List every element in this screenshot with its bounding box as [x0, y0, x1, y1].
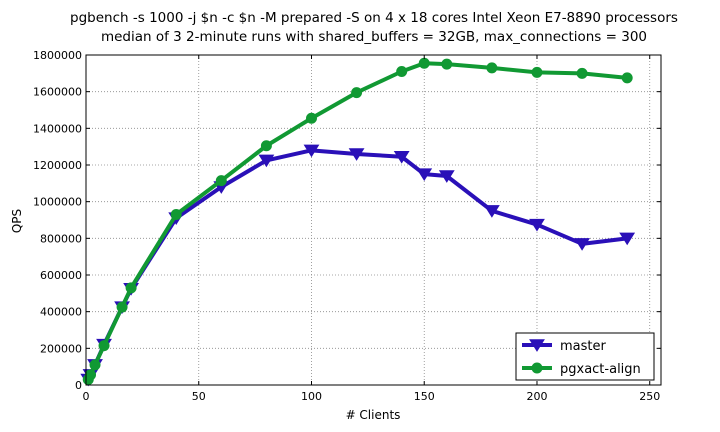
y-tick-label: 800000	[40, 232, 82, 245]
data-point	[416, 168, 433, 182]
x-tick-label: 0	[83, 390, 90, 403]
x-axis-label: # Clients	[346, 408, 401, 422]
data-point	[576, 67, 588, 79]
x-tick-label: 150	[414, 390, 435, 403]
data-point	[351, 87, 363, 99]
series-pgxact-align	[82, 57, 633, 385]
x-tick-label: 100	[301, 390, 322, 403]
data-point	[260, 140, 272, 152]
y-tick-label: 1800000	[33, 49, 82, 62]
x-tick-label: 200	[526, 390, 547, 403]
chart-title: pgbench -s 1000 -j $n -c $n -M prepared …	[70, 10, 678, 26]
y-tick-label: 400000	[40, 306, 82, 319]
data-point	[258, 154, 275, 168]
y-tick-label: 600000	[40, 269, 82, 282]
data-point	[418, 57, 430, 69]
x-tick-label: 250	[639, 390, 660, 403]
data-point	[125, 282, 137, 294]
data-point	[438, 170, 455, 183]
legend-marker	[531, 362, 543, 374]
data-point	[483, 205, 500, 218]
data-point	[531, 66, 543, 78]
chart-subtitle: median of 3 2-minute runs with shared_bu…	[101, 29, 647, 45]
y-tick-label: 1200000	[33, 159, 82, 172]
data-point	[215, 175, 227, 187]
data-point	[98, 340, 110, 352]
data-point	[574, 238, 590, 251]
y-tick-label: 1000000	[33, 196, 82, 209]
data-point	[441, 58, 453, 70]
data-point	[393, 151, 410, 164]
legend-item-master: master	[522, 339, 606, 354]
legend-item-pgxact-align: pgxact-align	[522, 362, 641, 377]
y-tick-label: 1400000	[33, 122, 82, 135]
data-point	[170, 209, 182, 220]
series-layer	[80, 57, 636, 387]
data-point	[619, 232, 636, 246]
y-tick-label: 1600000	[33, 86, 82, 99]
data-point	[303, 144, 320, 158]
data-point	[89, 359, 101, 371]
ticks: 0 50 100 150 200 250 0 200000 400000 600000 800000…	[33, 49, 661, 403]
legend-marker	[529, 339, 545, 352]
legend: master pgxact-align	[515, 332, 655, 381]
y-tick-label: 200000	[40, 342, 82, 355]
data-point	[85, 369, 97, 381]
series-line	[86, 61, 628, 381]
legend-label: master	[560, 339, 606, 354]
y-axis-label: QPS	[10, 209, 24, 233]
data-point	[305, 112, 317, 124]
data-point	[529, 218, 545, 232]
x-tick-label: 50	[192, 390, 206, 403]
y-tick-label: 0	[75, 379, 82, 392]
data-point	[348, 148, 365, 161]
data-point	[116, 301, 128, 313]
data-point	[396, 66, 408, 77]
plot-frame	[85, 54, 662, 386]
legend-label: pgxact-align	[560, 362, 641, 377]
data-point	[621, 72, 633, 84]
data-point	[486, 62, 498, 74]
